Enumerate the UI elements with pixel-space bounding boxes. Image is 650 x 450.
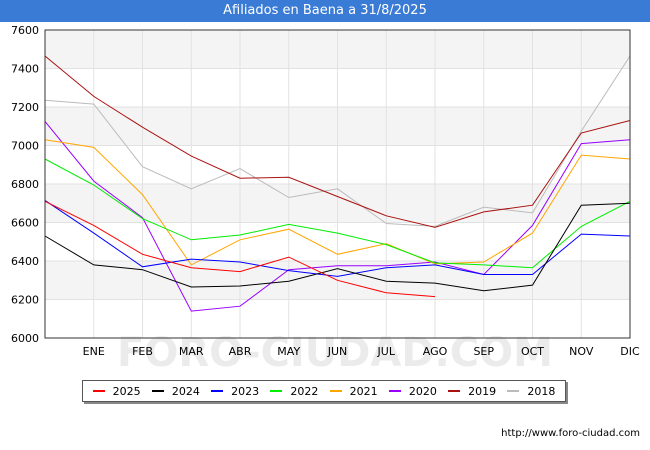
x-tick-label: MAR <box>179 345 204 358</box>
y-tick-label: 6600 <box>11 217 39 230</box>
x-tick-label: FEB <box>132 345 153 358</box>
x-tick-label: OCT <box>521 345 544 358</box>
legend-label: 2025 <box>112 384 141 398</box>
legend-item-2020: 2020 <box>388 384 437 398</box>
x-tick-label: AGO <box>423 345 448 358</box>
x-tick-label: SEP <box>473 345 494 358</box>
y-tick-label: 6200 <box>11 294 39 307</box>
x-tick-label: JUN <box>327 345 348 358</box>
legend-label: 2018 <box>527 384 556 398</box>
plot-frame <box>44 29 631 339</box>
legend-item-2018: 2018 <box>507 385 555 398</box>
x-tick-label: ABR <box>229 345 252 358</box>
legend-label: 2024 <box>171 384 200 398</box>
x-tick-label: JUL <box>377 345 396 358</box>
legend-swatch <box>92 390 105 392</box>
legend-item-2025: 2025 <box>92 384 141 398</box>
y-tick-label: 7400 <box>11 63 39 76</box>
legend-item-2024: 2024 <box>151 384 200 398</box>
legend-swatch <box>270 390 283 392</box>
series-line-2025 <box>44 200 436 298</box>
legend-label: 2023 <box>231 384 260 398</box>
y-tick-label: 6400 <box>11 255 39 268</box>
series-line-2020 <box>44 121 631 312</box>
legend-item-2023: 2023 <box>211 385 259 398</box>
series-line-2021 <box>44 139 631 266</box>
legend-label: 2020 <box>408 384 437 398</box>
chart-title: Afiliados en Baena a 31/8/2025 <box>0 0 650 22</box>
y-tick-label: 7000 <box>11 140 39 153</box>
legend-swatch <box>329 390 342 392</box>
legend-swatch <box>211 390 224 392</box>
source-link[interactable]: http://www.foro-ciudad.com <box>501 428 640 439</box>
y-tick-label: 6800 <box>11 178 39 191</box>
y-tick-label: 7600 <box>11 24 39 37</box>
legend-label: 2021 <box>349 384 378 398</box>
series-line-2023 <box>44 199 631 277</box>
y-tick-label: 6000 <box>11 332 39 345</box>
legend-item-2021: 2021 <box>329 384 378 398</box>
legend-item-2019: 2019 <box>448 385 496 398</box>
legend-label: 2019 <box>468 384 497 398</box>
legend-label: 2022 <box>290 384 319 398</box>
legend-swatch <box>507 390 520 392</box>
series-line-2019 <box>44 55 631 228</box>
x-tick-label: NOV <box>569 345 594 358</box>
series-line-2018 <box>44 55 631 227</box>
legend-swatch <box>448 390 461 392</box>
legend: 2025 2024 2023 2022 2021 2020 2019 2018 <box>82 380 566 402</box>
series-line-2022 <box>44 158 631 269</box>
x-tick-label: ENE <box>83 345 105 358</box>
legend-swatch <box>151 390 164 392</box>
legend-item-2022: 2022 <box>270 385 318 398</box>
series-line-2024 <box>44 202 631 292</box>
y-tick-label: 7200 <box>11 101 39 114</box>
x-tick-label: MAY <box>277 345 300 358</box>
x-tick-label: DIC <box>620 345 640 358</box>
legend-swatch <box>388 390 401 392</box>
